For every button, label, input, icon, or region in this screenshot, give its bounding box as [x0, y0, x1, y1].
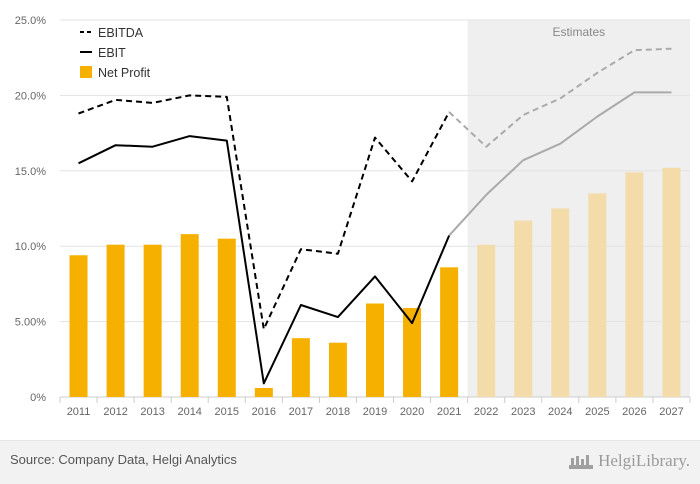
bar-net-profit [106, 244, 125, 397]
x-tick-label: 2014 [177, 406, 201, 418]
brand-logo[interactable]: HelgiLibrary. [568, 449, 690, 473]
profitability-chart: Estimates 0% 5.00% 10.0% 15.0% 20.0% 25.0% 2011… [15, 15, 691, 418]
x-tick-label: 2018 [326, 406, 350, 418]
bar-net-profit [403, 308, 422, 397]
bar-net-profit [180, 234, 199, 397]
bar-net-profit [588, 193, 607, 397]
y-tick-label: 10.0% [15, 241, 46, 253]
bar-net-profit [514, 220, 533, 397]
line-ebitda-estimate [448, 47, 672, 148]
estimates-label: Estimates [552, 25, 605, 39]
legend-label-ebit: EBIT [98, 46, 126, 60]
brand-name: HelgiLibrary. [598, 451, 690, 470]
x-tick-label: 2022 [474, 406, 498, 418]
y-tick-label: 15.0% [15, 166, 46, 178]
legend-label-net-profit: Net Profit [98, 66, 151, 80]
x-tick-label: 2015 [215, 406, 239, 418]
x-tick-label: 2013 [140, 406, 164, 418]
line-ebitda [78, 94, 450, 331]
bar-net-profit [254, 387, 273, 397]
line-ebit [78, 135, 451, 385]
footer: Source: Company Data, Helgi Analytics He… [0, 440, 700, 484]
bar-net-profit [143, 244, 162, 397]
x-tick-label: 2025 [585, 406, 609, 418]
bar-net-profit [440, 267, 459, 397]
y-tick-label: 20.0% [15, 90, 46, 102]
bar-net-profit [217, 238, 236, 397]
bar-net-profit [551, 208, 570, 397]
source-note: Source: Company Data, Helgi Analytics [10, 452, 237, 467]
bar-net-profit [477, 244, 496, 397]
x-tick-label: 2016 [252, 406, 276, 418]
bar-net-profit [366, 303, 384, 397]
x-tick-label: 2027 [659, 406, 683, 418]
x-tick-label: 2024 [548, 406, 572, 418]
x-tick-label: 2026 [622, 406, 646, 418]
y-tick-label: 5.00% [15, 317, 46, 329]
x-tick-label: 2023 [511, 406, 535, 418]
bar-net-profit [69, 255, 88, 397]
y-tick-label: 0% [30, 392, 46, 404]
legend-swatch-net-profit [80, 66, 92, 78]
bar-net-profit [328, 342, 347, 397]
chart-area: Estimates 0% 5.00% 10.0% 15.0% 20.0% 25.0% 2011… [15, 15, 691, 418]
library-icon [569, 455, 594, 469]
x-tick-label: 2012 [103, 406, 127, 418]
y-tick-label: 25.0% [15, 15, 46, 27]
x-tick-label: 2011 [67, 406, 91, 418]
legend-label-ebitda: EBITDA [98, 26, 144, 40]
bar-net-profit [662, 167, 681, 397]
estimates-band [467, 20, 690, 397]
x-tick-label: 2021 [437, 406, 461, 418]
bar-net-profit [291, 338, 310, 397]
bar-net-profit [625, 172, 644, 397]
x-tick-label: 2019 [363, 406, 387, 418]
line-ebit-estimate [448, 91, 672, 237]
x-tick-label: 2017 [289, 406, 313, 418]
x-tick-label: 2020 [400, 406, 424, 418]
